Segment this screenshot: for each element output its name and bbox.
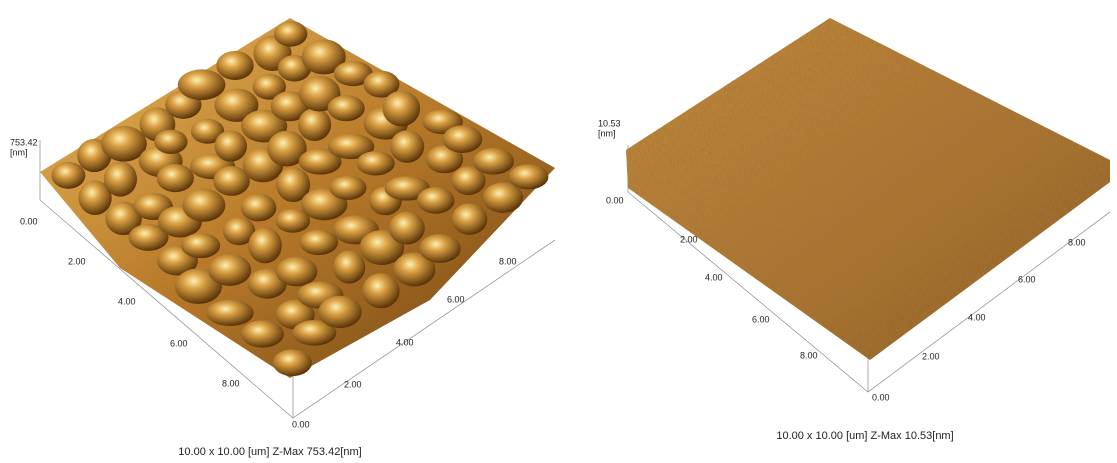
grain — [333, 61, 373, 87]
surface-grains — [51, 20, 549, 377]
z-zero: 0.00 — [606, 195, 624, 205]
grain — [298, 108, 332, 142]
grain — [181, 233, 221, 259]
tick-label: 2.00 — [680, 234, 698, 244]
grain — [327, 95, 365, 122]
grain — [451, 166, 486, 195]
grain — [273, 20, 308, 47]
grain — [154, 129, 188, 154]
grain — [356, 151, 395, 176]
grain — [359, 229, 405, 265]
tick-label: 6.00 — [170, 338, 188, 348]
axis-frame — [39, 140, 556, 419]
grain — [190, 118, 225, 144]
tick-label: 0.00 — [292, 419, 310, 429]
grain — [177, 69, 226, 101]
grain — [78, 180, 112, 216]
grain — [216, 50, 254, 80]
caption: 10.00 x 10.00 [um] Z-Max 10.53[nm] — [776, 430, 953, 442]
tick-label: 8.00 — [499, 256, 517, 266]
tick-label: 4.00 — [705, 272, 723, 282]
grain — [275, 208, 311, 233]
grain — [51, 161, 86, 189]
grain — [182, 188, 226, 222]
grain — [362, 273, 400, 309]
grain — [105, 201, 142, 236]
grain — [240, 193, 277, 222]
grain — [276, 167, 311, 203]
grain — [103, 161, 138, 197]
grain — [384, 176, 431, 201]
z-unit: [nm] — [10, 147, 28, 157]
tick-label: 4.00 — [396, 337, 414, 347]
grain — [270, 91, 310, 122]
tick-label: 6.00 — [447, 294, 465, 304]
grain — [451, 203, 488, 235]
grain — [393, 252, 436, 287]
grain — [390, 130, 425, 163]
grain — [292, 320, 337, 346]
grain — [174, 268, 222, 305]
grain — [206, 299, 254, 327]
grain — [472, 147, 515, 175]
grain — [299, 229, 338, 256]
grain — [363, 70, 400, 98]
grain — [301, 39, 346, 75]
tick-label: 6.00 — [752, 314, 770, 324]
tick-label: 8.00 — [800, 350, 818, 360]
tick-label: 0.00 — [872, 392, 890, 402]
tick-label: 2.00 — [344, 379, 362, 389]
grain — [214, 88, 259, 122]
tick-label: 6.00 — [1018, 274, 1036, 284]
grain — [318, 295, 362, 329]
panel-left: 753.42 [nm] 0.00 2.00 4.00 6.00 8.00 0.0… — [10, 18, 556, 458]
grain — [156, 163, 194, 193]
caption: 10.00 x 10.00 [um] Z-Max 753.42[nm] — [178, 446, 361, 458]
grain — [101, 125, 147, 162]
tick-label: 4.00 — [968, 312, 986, 322]
grain — [208, 254, 252, 286]
panel-right: 10.53 [nm] 0.00 2.00 4.00 6.00 8.00 0.00… — [598, 18, 1111, 442]
grain — [241, 320, 284, 348]
surface — [626, 18, 1110, 360]
grain — [417, 186, 455, 214]
grain — [276, 256, 318, 287]
grain — [442, 125, 483, 153]
grain — [267, 130, 307, 167]
tick-label: 2.00 — [922, 351, 940, 361]
z-unit: [nm] — [598, 128, 616, 138]
grain — [329, 175, 367, 200]
z-max-label: 753.42 — [10, 137, 38, 147]
z-max-label: 10.53 — [598, 118, 621, 128]
grain — [222, 216, 256, 246]
tick-label: 2.00 — [68, 256, 86, 266]
z-zero: 0.00 — [20, 216, 38, 226]
grain — [419, 234, 461, 263]
grain — [327, 133, 375, 160]
grain — [333, 250, 366, 284]
grain — [213, 166, 250, 196]
grain — [128, 224, 169, 251]
tick-label: 8.00 — [222, 378, 240, 388]
grain — [382, 90, 421, 127]
tick-label: 8.00 — [1068, 237, 1086, 247]
grain — [508, 164, 549, 190]
grain — [389, 211, 425, 245]
grain — [298, 148, 342, 175]
grain — [252, 73, 286, 100]
grain — [482, 182, 524, 213]
grain — [272, 349, 312, 377]
grain — [248, 227, 282, 264]
grain — [214, 130, 247, 162]
grain — [425, 145, 464, 174]
tick-label: 4.00 — [118, 296, 136, 306]
